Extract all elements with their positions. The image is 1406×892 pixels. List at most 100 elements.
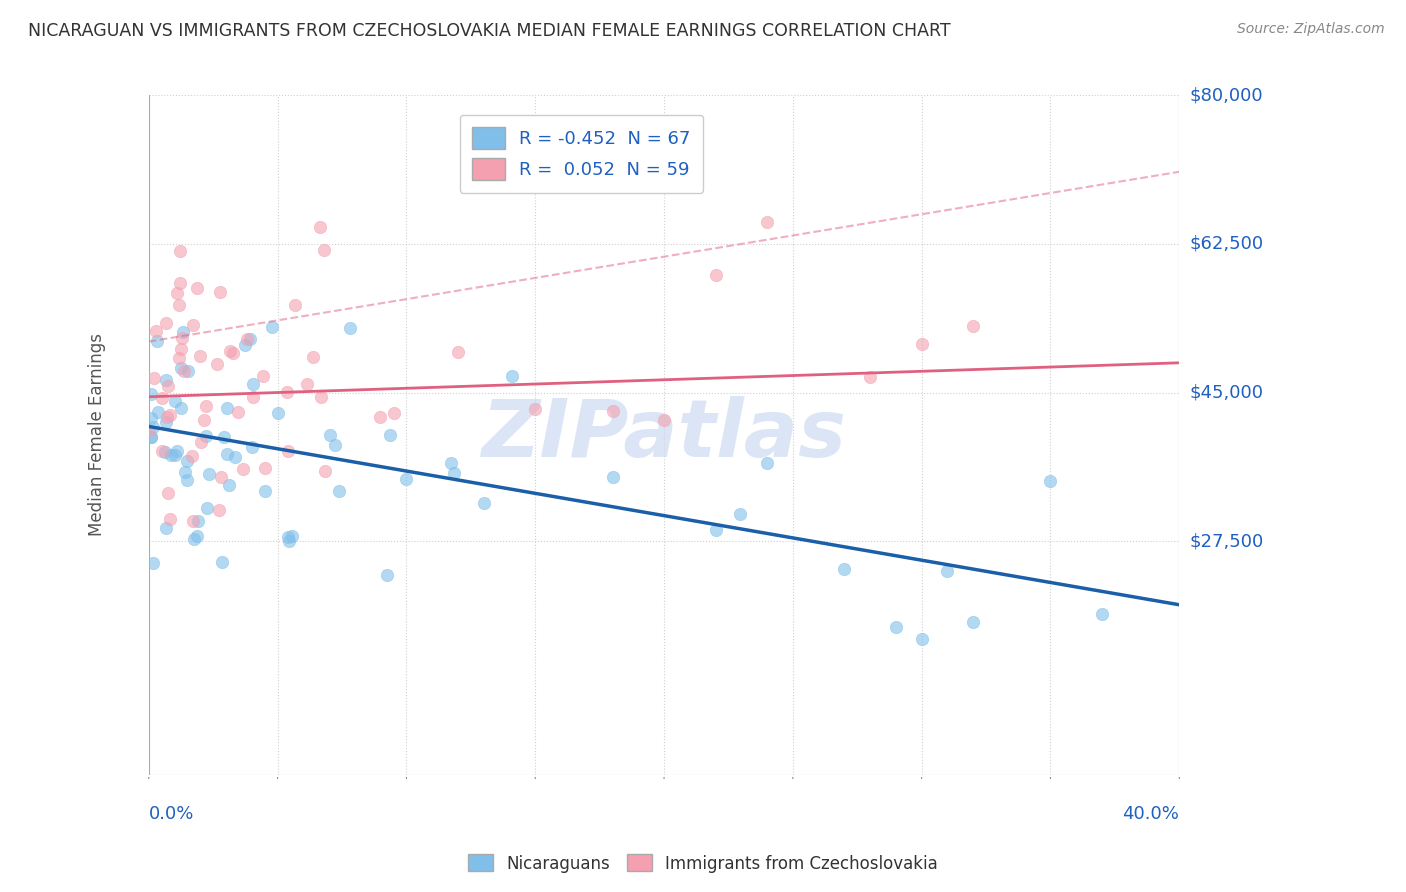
Point <box>142 556 165 570</box>
Point <box>295 376 318 391</box>
Point <box>224 450 246 464</box>
Point <box>188 349 211 363</box>
Point <box>235 338 257 352</box>
Point <box>157 379 180 393</box>
Point <box>159 512 181 526</box>
Point <box>138 425 160 439</box>
Point <box>962 615 984 629</box>
Point <box>150 443 173 458</box>
Point <box>172 331 194 345</box>
Point <box>278 534 301 549</box>
Point <box>169 276 191 290</box>
Text: $80,000: $80,000 <box>1189 87 1263 104</box>
Point <box>382 406 405 420</box>
Point <box>167 298 190 312</box>
Text: Median Female Earnings: Median Female Earnings <box>89 334 107 536</box>
Point <box>328 483 350 498</box>
Point <box>260 320 283 334</box>
Point <box>169 244 191 259</box>
Point <box>169 351 191 366</box>
Point <box>911 632 934 646</box>
Point <box>207 357 229 371</box>
Point <box>172 325 194 339</box>
Point <box>1039 475 1062 489</box>
Text: $62,500: $62,500 <box>1189 235 1264 253</box>
Point <box>501 368 523 383</box>
Point <box>217 401 239 416</box>
Point <box>170 361 193 376</box>
Point <box>177 364 200 378</box>
Point <box>834 562 856 576</box>
Point <box>242 376 264 391</box>
Point <box>474 496 496 510</box>
Point <box>176 454 198 468</box>
Point <box>232 462 254 476</box>
Point <box>218 477 240 491</box>
Point <box>239 332 262 346</box>
Point <box>186 281 208 295</box>
Point <box>314 243 336 257</box>
Point <box>277 530 299 544</box>
Point <box>226 404 249 418</box>
Point <box>208 285 231 299</box>
Point <box>170 343 193 357</box>
Point <box>209 470 232 484</box>
Point <box>193 412 215 426</box>
Text: Source: ZipAtlas.com: Source: ZipAtlas.com <box>1237 22 1385 37</box>
Point <box>143 371 166 385</box>
Text: $27,500: $27,500 <box>1189 533 1264 550</box>
Point <box>217 447 239 461</box>
Point <box>936 564 959 578</box>
Point <box>173 364 195 378</box>
Point <box>156 410 179 425</box>
Point <box>219 344 242 359</box>
Point <box>190 435 212 450</box>
Point <box>183 532 205 546</box>
Point <box>242 390 264 404</box>
Point <box>884 620 907 634</box>
Point <box>266 406 288 420</box>
Text: 0.0%: 0.0% <box>149 805 194 823</box>
Text: NICARAGUAN VS IMMIGRANTS FROM CZECHOSLOVAKIA MEDIAN FEMALE EARNINGS CORRELATION : NICARAGUAN VS IMMIGRANTS FROM CZECHOSLOV… <box>28 22 950 40</box>
Point <box>302 350 325 364</box>
Point <box>962 319 984 334</box>
Point <box>155 372 177 386</box>
Point <box>160 448 183 462</box>
Point <box>194 429 217 443</box>
Point <box>139 387 162 401</box>
Point <box>186 529 208 543</box>
Point <box>155 317 177 331</box>
Point <box>756 215 779 229</box>
Point <box>157 485 180 500</box>
Point <box>240 440 263 454</box>
Point <box>447 345 470 359</box>
Text: 40.0%: 40.0% <box>1122 805 1180 823</box>
Point <box>704 523 727 537</box>
Point <box>153 445 176 459</box>
Point <box>163 448 186 462</box>
Point <box>339 320 361 334</box>
Point <box>166 444 188 458</box>
Point <box>145 324 167 338</box>
Point <box>284 298 307 312</box>
Point <box>170 401 193 415</box>
Point <box>195 501 218 516</box>
Point <box>155 520 177 534</box>
Point <box>911 336 934 351</box>
Point <box>139 430 162 444</box>
Point <box>174 465 197 479</box>
Point <box>309 390 332 404</box>
Point <box>728 507 751 521</box>
Point <box>440 456 463 470</box>
Point <box>756 456 779 470</box>
Point <box>155 415 177 429</box>
Point <box>142 420 165 434</box>
Point <box>139 410 162 425</box>
Point <box>280 529 302 543</box>
Point <box>859 370 882 384</box>
Point <box>602 470 624 484</box>
Point <box>380 427 402 442</box>
Point <box>183 514 205 528</box>
Point <box>319 428 342 442</box>
Point <box>253 484 276 499</box>
